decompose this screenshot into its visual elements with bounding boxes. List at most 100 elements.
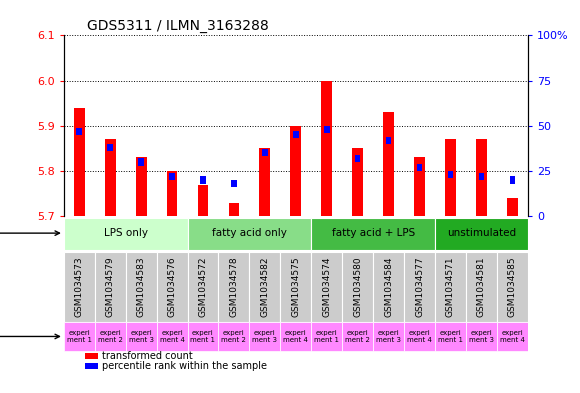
Bar (417, 164, 422, 171)
Bar (466, 252, 497, 322)
Text: GSM1034576: GSM1034576 (168, 257, 176, 317)
Bar (280, 252, 311, 322)
Text: GDS5311 / ILMN_3163288: GDS5311 / ILMN_3163288 (87, 19, 269, 33)
Bar (507, 198, 518, 216)
Bar (291, 126, 301, 216)
Bar (95, 252, 126, 322)
Text: GSM1034577: GSM1034577 (415, 257, 424, 317)
Text: GSM1034582: GSM1034582 (260, 257, 269, 317)
Bar (126, 322, 157, 351)
Bar (311, 322, 342, 351)
Bar (95, 322, 126, 351)
Text: protocol: protocol (0, 228, 60, 238)
Text: GSM1034574: GSM1034574 (322, 257, 331, 317)
Text: experi
ment 1: experi ment 1 (438, 330, 463, 343)
Bar (249, 252, 280, 322)
Bar (229, 202, 240, 216)
Text: experi
ment 3: experi ment 3 (129, 330, 154, 343)
Bar (342, 252, 373, 322)
Bar (448, 171, 453, 178)
Bar (219, 252, 249, 322)
Bar (157, 252, 187, 322)
Text: GSM1034572: GSM1034572 (198, 257, 208, 317)
Text: experi
ment 3: experi ment 3 (252, 330, 277, 343)
Text: experi
ment 4: experi ment 4 (284, 330, 308, 343)
Text: fatty acid only: fatty acid only (212, 228, 287, 238)
Bar (136, 158, 147, 216)
Text: LPS only: LPS only (104, 228, 148, 238)
Text: transformed count: transformed count (103, 351, 193, 360)
Bar (105, 140, 115, 216)
Text: fatty acid + LPS: fatty acid + LPS (332, 228, 415, 238)
Text: GSM1034571: GSM1034571 (446, 257, 455, 317)
Bar (497, 252, 528, 322)
Text: GSM1034584: GSM1034584 (384, 257, 393, 317)
Bar (497, 322, 528, 351)
Bar (200, 176, 206, 184)
Text: experi
ment 3: experi ment 3 (376, 330, 401, 343)
Text: unstimulated: unstimulated (447, 228, 516, 238)
Bar (198, 185, 208, 216)
Bar (414, 158, 425, 216)
Bar (169, 173, 175, 180)
Bar (280, 322, 311, 351)
Bar (77, 128, 82, 135)
Bar (293, 131, 299, 138)
Bar (404, 322, 435, 351)
Text: GSM1034575: GSM1034575 (291, 257, 300, 317)
Bar (404, 252, 435, 322)
Bar (166, 171, 177, 216)
Text: experi
ment 4: experi ment 4 (500, 330, 525, 343)
Bar (311, 218, 435, 250)
Bar (187, 322, 219, 351)
Text: GSM1034579: GSM1034579 (106, 257, 115, 317)
Bar (249, 322, 280, 351)
Bar (476, 140, 487, 216)
Bar (466, 322, 497, 351)
Bar (157, 322, 187, 351)
Bar (139, 158, 144, 165)
Bar (311, 252, 342, 322)
Bar (262, 149, 267, 156)
Bar (107, 144, 113, 151)
Text: GSM1034580: GSM1034580 (353, 257, 362, 317)
Text: GSM1034578: GSM1034578 (230, 257, 238, 317)
Text: experi
ment 2: experi ment 2 (222, 330, 246, 343)
Bar (85, 353, 98, 359)
Text: experi
ment 2: experi ment 2 (98, 330, 122, 343)
Bar (510, 176, 515, 184)
Bar (187, 218, 311, 250)
Text: experi
ment 1: experi ment 1 (314, 330, 339, 343)
Bar (219, 322, 249, 351)
Bar (373, 322, 404, 351)
Bar (64, 322, 95, 351)
Text: GSM1034573: GSM1034573 (75, 257, 84, 317)
Text: GSM1034585: GSM1034585 (508, 257, 517, 317)
Text: experi
ment 2: experi ment 2 (345, 330, 370, 343)
Bar (126, 252, 157, 322)
Text: percentile rank within the sample: percentile rank within the sample (103, 361, 267, 371)
Text: GSM1034581: GSM1034581 (477, 257, 486, 317)
Bar (342, 322, 373, 351)
Text: experi
ment 1: experi ment 1 (67, 330, 92, 343)
Text: experi
ment 1: experi ment 1 (190, 330, 216, 343)
Text: experi
ment 4: experi ment 4 (160, 330, 184, 343)
Bar (259, 149, 270, 216)
Bar (187, 252, 219, 322)
Bar (435, 252, 466, 322)
Bar (64, 218, 187, 250)
Bar (321, 81, 332, 216)
Bar (64, 252, 95, 322)
Bar (352, 149, 363, 216)
Bar (355, 155, 360, 162)
Bar (445, 140, 456, 216)
Bar (373, 252, 404, 322)
Bar (85, 363, 98, 369)
Text: experi
ment 4: experi ment 4 (407, 330, 432, 343)
Bar (383, 112, 394, 216)
Bar (231, 180, 237, 187)
Bar (435, 218, 528, 250)
Bar (324, 126, 329, 133)
Bar (74, 108, 85, 216)
Text: GSM1034583: GSM1034583 (137, 257, 146, 317)
